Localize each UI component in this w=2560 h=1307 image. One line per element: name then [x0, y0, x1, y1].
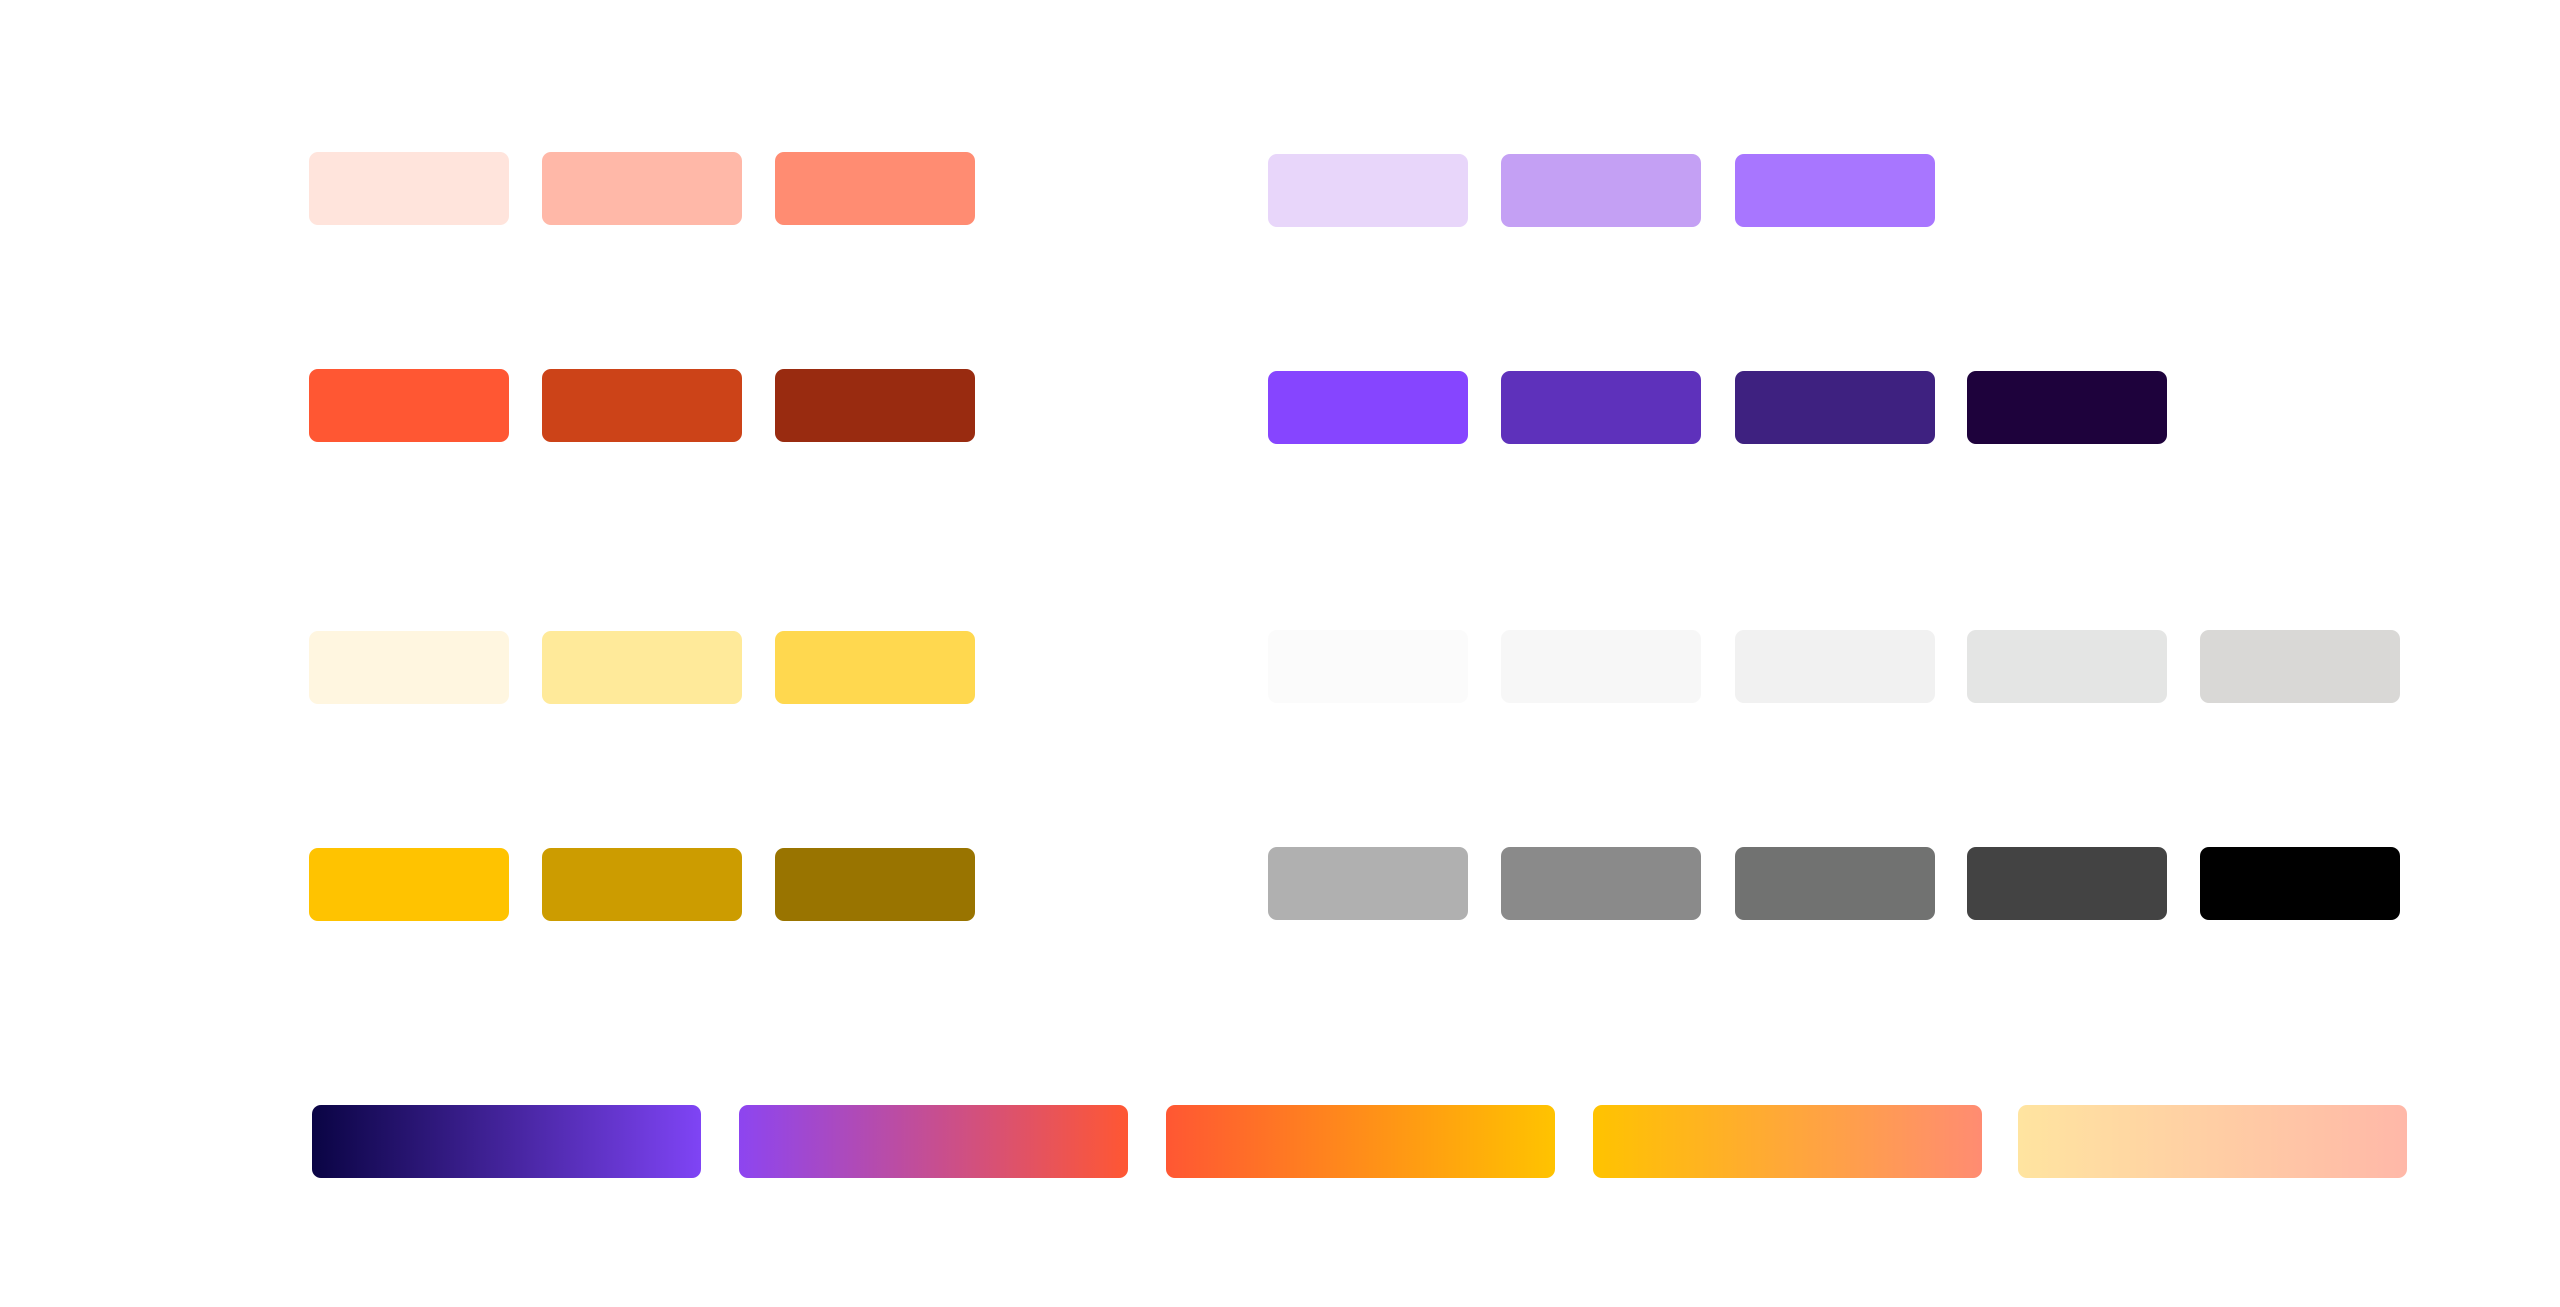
swatch-purple-light-3 [1735, 154, 1935, 227]
swatch-coral-dark-3 [775, 369, 975, 442]
gradient-swatch-1 [312, 1105, 701, 1178]
swatch-gray-light-4 [1967, 630, 2167, 703]
gradient-swatch-5 [2018, 1105, 2407, 1178]
swatch-coral-dark-2 [542, 369, 742, 442]
swatch-gray-light-1 [1268, 630, 1468, 703]
swatch-coral-dark-1 [309, 369, 509, 442]
swatch-coral-light-3 [775, 152, 975, 225]
gradient-swatch-4 [1593, 1105, 1982, 1178]
swatch-purple-dark-3 [1735, 371, 1935, 444]
swatch-purple-light-1 [1268, 154, 1468, 227]
swatch-yellow-light-3 [775, 631, 975, 704]
swatch-gray-light-2 [1501, 630, 1701, 703]
swatch-purple-dark-2 [1501, 371, 1701, 444]
gradient-swatch-3 [1166, 1105, 1555, 1178]
swatch-yellow-dark-2 [542, 848, 742, 921]
swatch-yellow-light-2 [542, 631, 742, 704]
swatch-purple-light-2 [1501, 154, 1701, 227]
swatch-gray-dark-4 [1967, 847, 2167, 920]
gradient-swatch-2 [739, 1105, 1128, 1178]
swatch-gray-dark-5 [2200, 847, 2400, 920]
swatch-purple-dark-1 [1268, 371, 1468, 444]
swatch-gray-light-3 [1735, 630, 1935, 703]
swatch-gray-dark-2 [1501, 847, 1701, 920]
swatch-gray-light-5 [2200, 630, 2400, 703]
swatch-gray-dark-3 [1735, 847, 1935, 920]
swatch-coral-light-1 [309, 152, 509, 225]
swatch-yellow-dark-1 [309, 848, 509, 921]
swatch-coral-light-2 [542, 152, 742, 225]
swatch-yellow-light-1 [309, 631, 509, 704]
swatch-gray-dark-1 [1268, 847, 1468, 920]
swatch-purple-dark-4 [1967, 371, 2167, 444]
swatch-yellow-dark-3 [775, 848, 975, 921]
